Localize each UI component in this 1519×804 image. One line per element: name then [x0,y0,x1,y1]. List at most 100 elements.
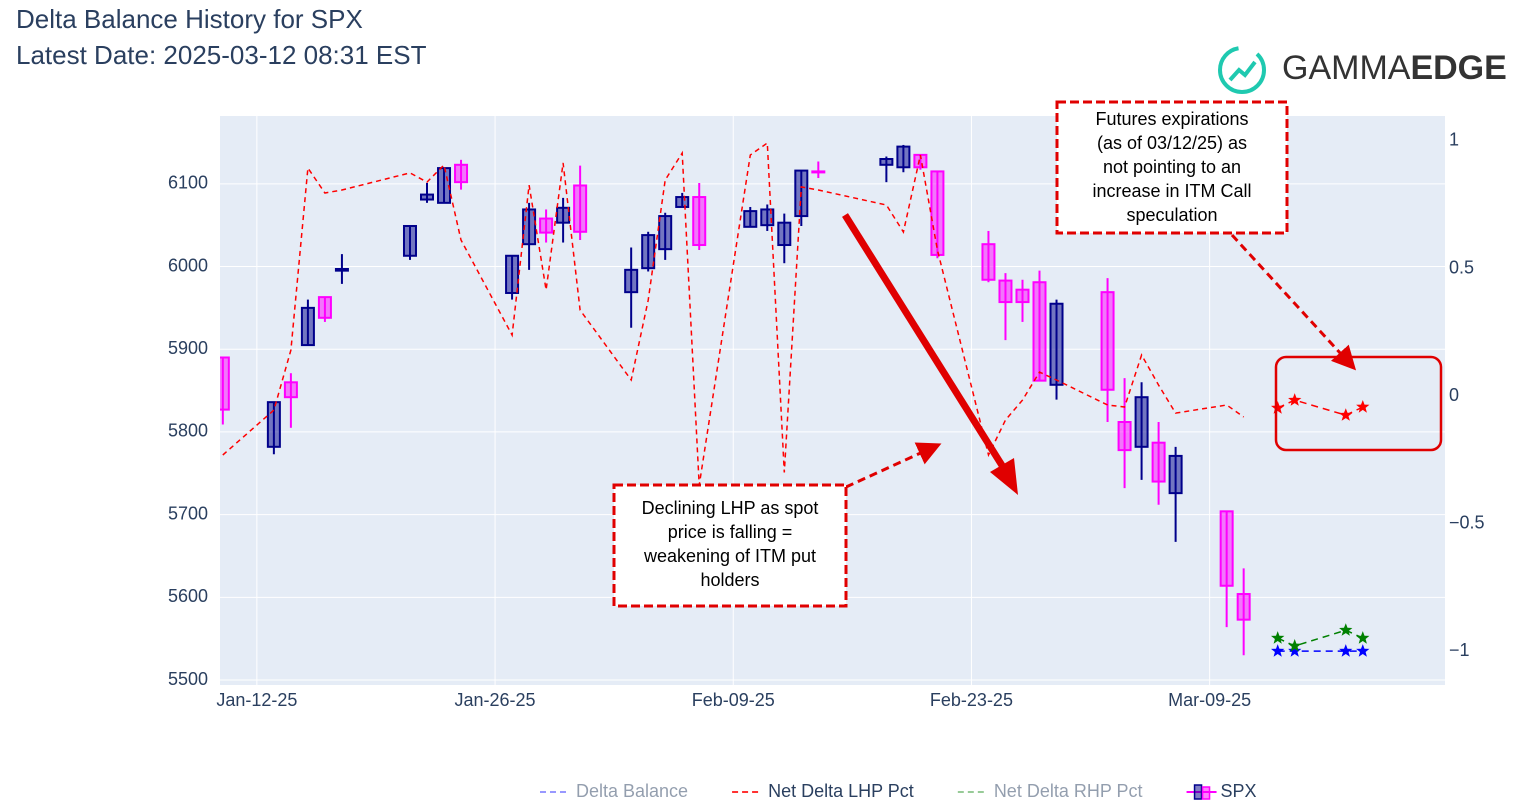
annotations: Declining LHP as spot price is falling = w… [642,109,1252,590]
y2-tick-label: 0.5 [1449,257,1474,277]
future-star [1339,644,1353,657]
candle-body [420,193,435,201]
legend-label: Net Delta RHP Pct [994,781,1143,801]
logo-arrow [1228,60,1257,82]
candle-body [1100,291,1115,391]
future-star [1339,623,1353,636]
candle-body [317,296,332,319]
marks [220,141,1370,657]
annotation-text: price is falling = [668,522,793,542]
y-tick-label: 5800 [168,421,208,441]
annotation-box [612,483,848,608]
annotation-box [1055,100,1289,235]
candle-body [981,243,996,281]
candle-body [777,221,792,247]
legend-label: SPX [1221,781,1257,801]
annotation-text: Declining LHP as spot [642,498,819,518]
annotation-arrow [1230,233,1357,371]
future-star [1288,393,1302,406]
future-star [1271,631,1285,644]
candle-body [1015,288,1030,304]
overlay [612,100,1443,608]
candle-body [896,145,911,169]
candle-body [505,254,520,294]
future-star [1271,401,1285,414]
x-tick-label: Jan-26-25 [455,690,536,710]
candle-body [1117,421,1132,452]
annotation-text: increase in ITM Call [1092,181,1251,201]
x-tick-label: Feb-09-25 [692,690,775,710]
candle-body [675,196,690,208]
candle-body [743,210,758,228]
candle-body [1168,454,1183,495]
y-tick-label: 5600 [168,586,208,606]
candle-body [1049,302,1064,386]
legend: Delta Balance Net Delta LHP Pct Net Delta … [540,781,1257,801]
candle-body [334,268,349,272]
y-tick-label: 5700 [168,503,208,523]
y-tick-label: 5900 [168,338,208,358]
y-tick-label: 5500 [168,669,208,689]
highlight-box [1274,355,1443,452]
candle-body [1032,281,1047,382]
future-star [1271,644,1285,657]
annotation-text: speculation [1126,205,1217,225]
candle-body [556,206,571,224]
annotation-text: (as of 03/12/25) as [1097,133,1247,153]
annotation-arrow [845,442,942,489]
logo-part: EDGE [1410,49,1506,87]
x-tick-label: Jan-12-25 [216,690,297,710]
candle-body [300,306,315,347]
future-star [1339,408,1353,421]
legend-swatch [1201,786,1211,800]
y-tick-label: 6000 [168,255,208,275]
candle-body [811,170,826,174]
series-line [222,141,1245,486]
candle-body [283,381,298,399]
big-arrow-head [990,458,1018,495]
y-tick-label: 6100 [168,173,208,193]
annotation-text: holders [700,570,759,590]
candle-body [658,215,673,251]
x-tick-label: Feb-23-25 [930,690,1013,710]
candle-body [624,268,639,294]
y2-tick-label: 1 [1449,130,1459,150]
axes: Jan-12-25 Jan-26-25 Feb-09-25 Feb-23-25 Mar-… [168,130,1485,710]
logo-part: GAMMA [1282,49,1411,87]
x-tick-label: Mar-09-25 [1168,690,1251,710]
candle-body [930,170,945,256]
future-star [1288,644,1302,657]
future-star [1356,400,1370,413]
future-star [1356,644,1370,657]
candle-body [1151,441,1166,483]
candle-body [220,356,230,411]
candle-body [266,401,281,448]
logo: GAMMAEDGE [1218,46,1507,94]
logo-ring [1218,46,1266,94]
candle-body [1219,510,1234,587]
annotation-text: Futures expirations [1095,109,1248,129]
legend-label: Net Delta LHP Pct [768,781,914,801]
chart-title: Delta Balance History for SPX [16,4,363,34]
candle-body [692,196,707,247]
candle-body [998,279,1013,304]
candle-body [402,224,417,257]
legend-swatch [1193,784,1203,800]
y2-tick-label: −0.5 [1449,512,1485,532]
y2-tick-label: −1 [1449,640,1470,660]
candle-body [573,184,588,233]
y2-tick-label: 0 [1449,385,1459,405]
candle-body [454,163,469,184]
future-star [1356,631,1370,644]
candle-body [539,217,554,234]
future-star [1288,639,1302,652]
legend-label: Delta Balance [576,781,688,801]
annotation-text: weakening of ITM put [643,546,816,566]
annotation-text: not pointing to an [1103,157,1241,177]
candle-body [1134,396,1149,448]
logo-text: GAMMAEDGE [1282,49,1507,87]
chart-subtitle: Latest Date: 2025-03-12 08:31 EST [16,40,427,70]
big-arrow-shaft [842,213,1011,477]
candle-body [879,158,894,166]
